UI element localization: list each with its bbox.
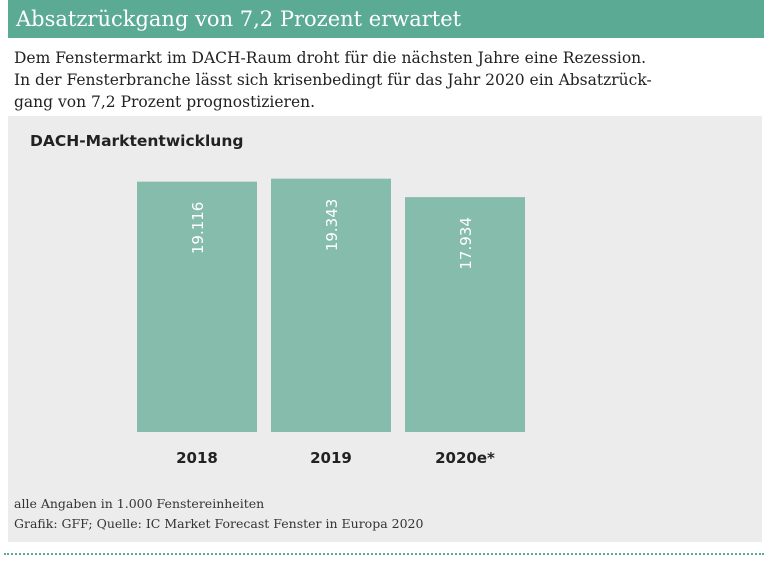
unit-note: alle Angaben in 1.000 Fenstereinheiten (14, 496, 265, 511)
intro-text: Dem Fenstermarkt im DACH-Raum droht für … (14, 47, 754, 113)
bar-2020e* (405, 197, 525, 432)
dotted-divider (4, 553, 764, 555)
bar-chart: 19.116 2018 19.343 2019 17.934 2020e* (137, 178, 525, 467)
intro-line: In der Fensterbranche lässt sich krisenb… (14, 71, 652, 89)
header-banner: Absatzrückgang von 7,2 Prozent erwartet (8, 0, 764, 38)
x-tick-label: 2019 (310, 449, 352, 467)
bar-value-label: 19.343 (323, 199, 341, 252)
bar-value-label: 19.116 (189, 202, 207, 255)
bar-2018 (137, 181, 257, 432)
source-note: Grafik: GFF; Quelle: IC Market Forecast … (14, 516, 424, 531)
x-tick-label: 2018 (176, 449, 218, 467)
chart-title: DACH-Marktentwicklung (30, 132, 244, 150)
bar-value-label: 17.934 (457, 217, 475, 270)
chart-panel: DACH-Marktentwicklung 19.116 2018 19.343 20… (8, 116, 762, 542)
intro-line: gang von 7,2 Prozent prognostizieren. (14, 93, 316, 111)
chart-notes: alle Angaben in 1.000 Fenstereinheiten G… (14, 494, 423, 534)
x-tick-label: 2020e* (435, 449, 495, 467)
page-title: Absatzrückgang von 7,2 Prozent erwartet (16, 7, 462, 31)
intro-line: Dem Fenstermarkt im DACH-Raum droht für … (14, 49, 647, 67)
bar-2019 (271, 178, 391, 432)
